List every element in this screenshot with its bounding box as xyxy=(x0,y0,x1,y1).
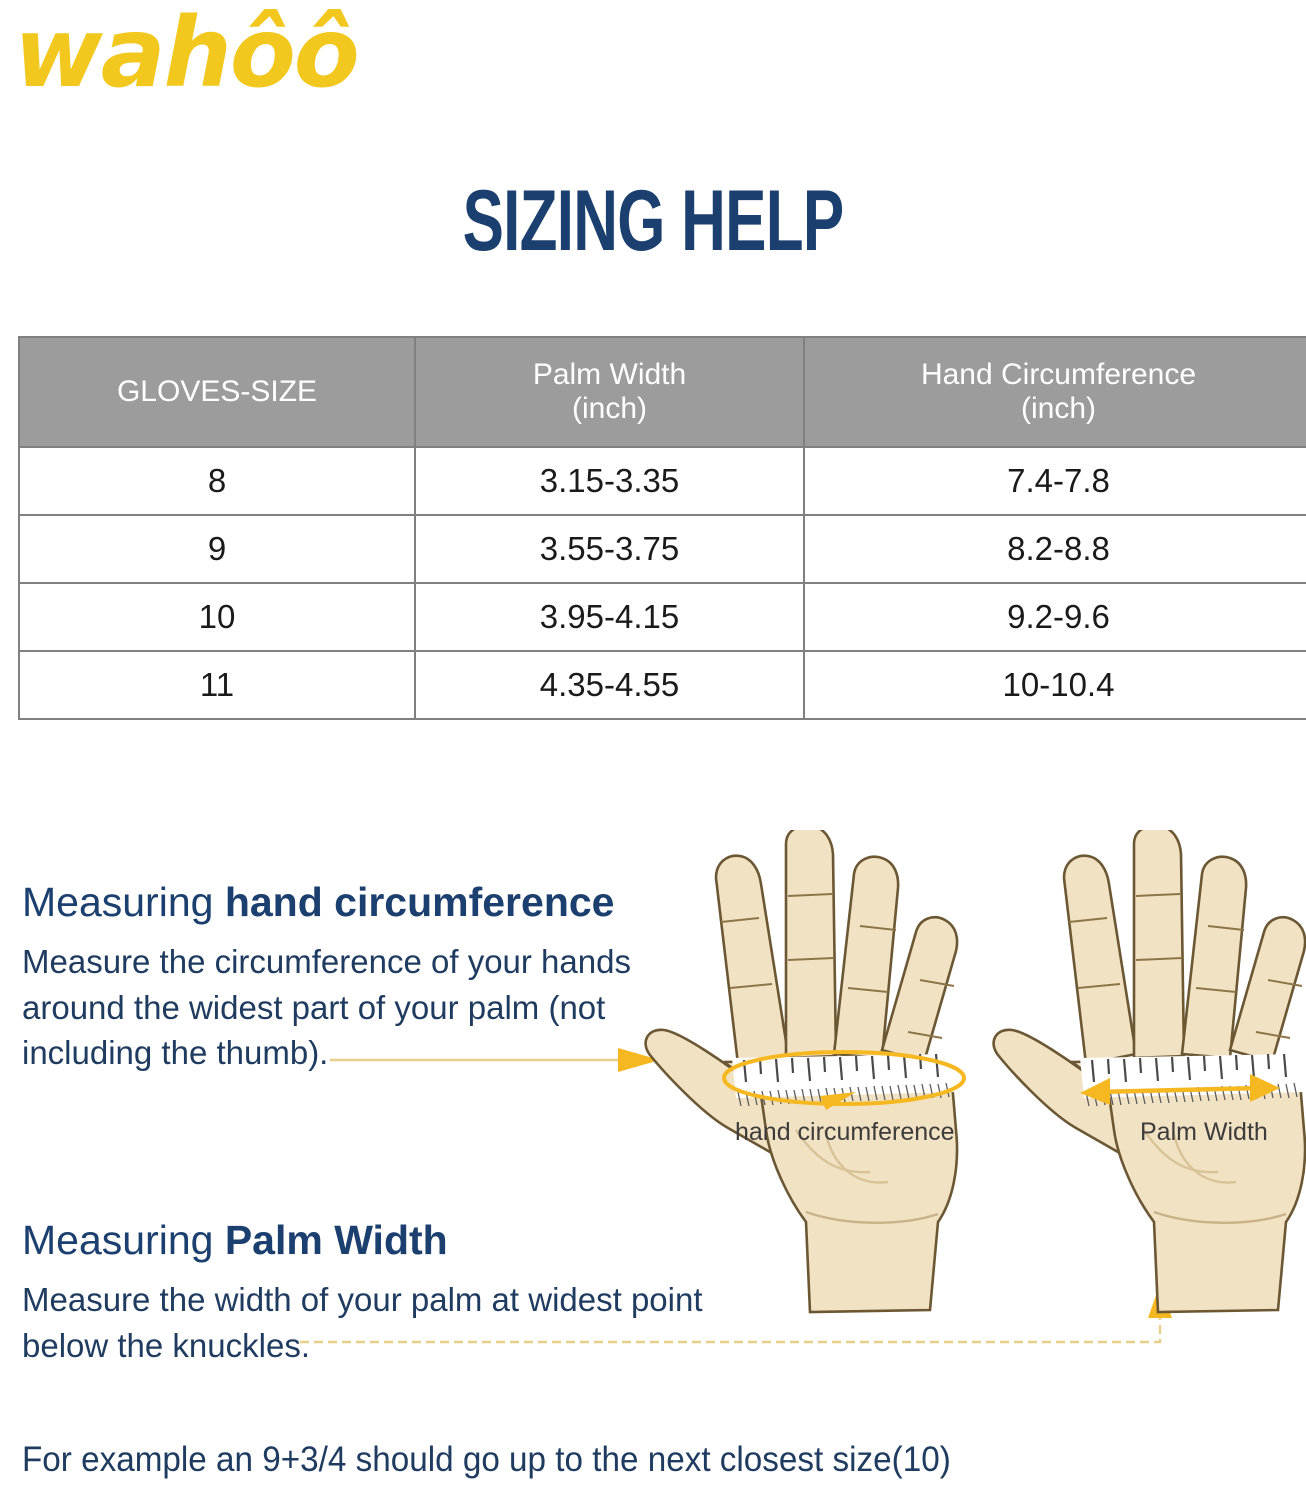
cell-palm-width: 4.35-4.55 xyxy=(414,650,805,720)
left-hand-graphic xyxy=(644,830,966,1314)
cell-palm-width: 3.15-3.35 xyxy=(414,446,805,516)
column-header-unit: (inch) xyxy=(571,392,647,425)
heading-prefix: Measuring xyxy=(22,1217,225,1263)
footer-note: For example an 9+3/4 should go up to the… xyxy=(22,1440,951,1479)
table-header-row: GLOVES-SIZE Palm Width (inch) Hand Circu… xyxy=(18,336,1306,448)
column-header-gloves-size: GLOVES-SIZE xyxy=(18,336,416,448)
label-hand-circumference: hand circumference xyxy=(735,1118,955,1146)
cell-size: 9 xyxy=(18,514,416,584)
cell-size: 8 xyxy=(18,446,416,516)
column-header-unit: (inch) xyxy=(1020,392,1096,425)
cell-palm-width: 3.95-4.15 xyxy=(414,582,805,652)
instruction-body: Measure the circumference of your hands … xyxy=(22,943,631,1072)
heading-emphasis: Palm Width xyxy=(224,1217,448,1263)
column-header-hand-circumference: Hand Circumference (inch) xyxy=(803,336,1306,448)
sizing-table: GLOVES-SIZE Palm Width (inch) Hand Circu… xyxy=(18,336,1306,720)
cell-palm-width: 3.55-3.75 xyxy=(414,514,805,584)
label-palm-width: Palm Width xyxy=(1140,1118,1268,1146)
instruction-hand-circumference: Measuring hand circumference Measure the… xyxy=(22,879,682,1076)
brand-logo: wahôô xyxy=(14,0,360,109)
table-row: 11 4.35-4.55 10-10.4 xyxy=(18,650,1306,720)
table-row: 10 3.95-4.15 9.2-9.6 xyxy=(18,582,1306,652)
table-row: 8 3.15-3.35 7.4-7.8 xyxy=(18,446,1306,516)
heading-emphasis: hand circumference xyxy=(224,879,615,925)
table-row: 9 3.55-3.75 8.2-8.8 xyxy=(18,514,1306,584)
instruction-palm-width: Measuring Palm Width Measure the width o… xyxy=(22,1217,762,1368)
hand-illustration: hand circumference xyxy=(620,830,1306,1330)
column-header-label: Palm Width xyxy=(532,358,687,392)
column-header-palm-width: Palm Width (inch) xyxy=(414,336,805,448)
instruction-body: Measure the width of your palm at widest… xyxy=(22,1281,703,1364)
column-header-label: Hand Circumference xyxy=(920,358,1197,392)
cell-size: 11 xyxy=(18,650,416,720)
cell-hand-circumference: 10-10.4 xyxy=(803,650,1306,720)
instruction-heading: Measuring Palm Width xyxy=(22,1217,762,1263)
instruction-heading: Measuring hand circumference xyxy=(22,879,682,925)
cell-hand-circumference: 9.2-9.6 xyxy=(803,582,1306,652)
cell-hand-circumference: 7.4-7.8 xyxy=(803,446,1306,516)
cell-size: 10 xyxy=(18,582,416,652)
right-hand-graphic xyxy=(992,830,1306,1314)
column-header-label: GLOVES-SIZE xyxy=(116,375,318,409)
cell-hand-circumference: 8.2-8.8 xyxy=(803,514,1306,584)
page-title: SIZING HELP xyxy=(462,173,845,269)
heading-prefix: Measuring xyxy=(22,879,225,925)
